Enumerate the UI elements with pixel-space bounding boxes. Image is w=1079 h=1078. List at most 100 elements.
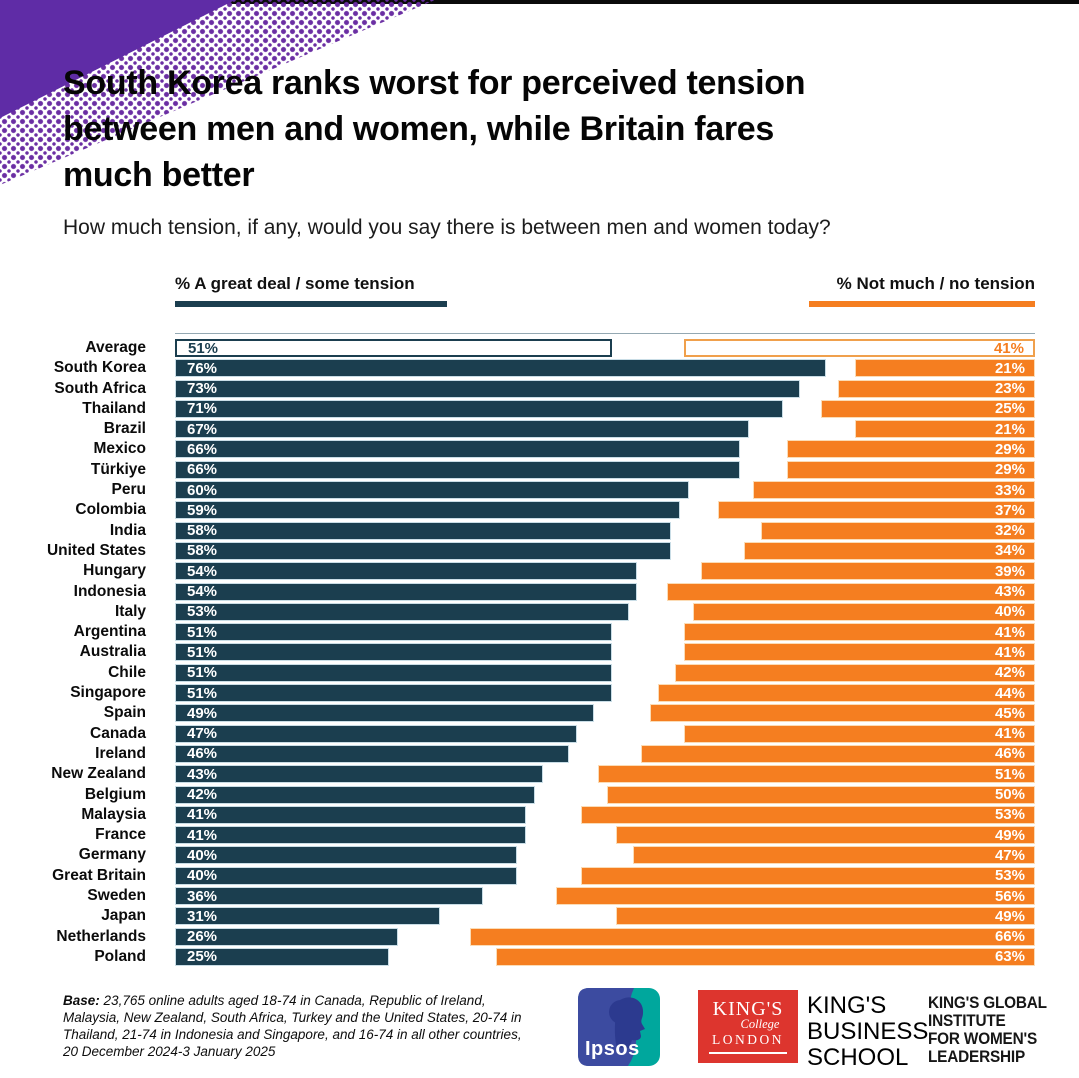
no-tension-bar: 49% xyxy=(615,907,1035,926)
chart-row: Belgium 42% 50% xyxy=(0,785,1079,804)
tension-bar: 51% xyxy=(175,643,612,662)
country-label: Argentina xyxy=(73,623,146,641)
country-label: Germany xyxy=(78,846,146,864)
no-tension-bar: 29% xyxy=(786,460,1035,479)
no-tension-bar: 29% xyxy=(786,440,1035,459)
country-label: India xyxy=(109,521,146,539)
country-label: Poland xyxy=(94,947,146,965)
chart-row: Sweden 36% 56% xyxy=(0,887,1079,906)
legend-no-tension-label: % Not much / no tension xyxy=(836,274,1035,293)
chart-row: South Africa 73% 23% xyxy=(0,379,1079,398)
kcl-college-text: College xyxy=(740,1017,780,1031)
chart-axis-line xyxy=(175,333,1035,334)
no-tension-bar: 66% xyxy=(470,927,1035,946)
chart-row: Netherlands 26% 66% xyxy=(0,927,1079,946)
no-tension-bar: 39% xyxy=(701,562,1035,581)
country-label: South Korea xyxy=(53,359,146,377)
page-title: South Korea ranks worst for perceived te… xyxy=(63,64,806,194)
tension-bar: 53% xyxy=(175,602,629,621)
no-tension-bar: 50% xyxy=(607,785,1035,804)
chart-row: Indonesia 54% 43% xyxy=(0,582,1079,601)
tension-bar: 49% xyxy=(175,704,595,723)
country-label: Singapore xyxy=(70,684,146,702)
kcl-london-text: LONDON xyxy=(712,1032,784,1047)
no-tension-bar: 53% xyxy=(581,866,1035,885)
country-label: Chile xyxy=(108,663,146,681)
country-label: Average xyxy=(85,339,146,356)
chart-row: Thailand 71% 25% xyxy=(0,399,1079,418)
tension-bar: 41% xyxy=(175,826,526,845)
country-label: Ireland xyxy=(95,744,146,762)
chart-row: Poland 25% 63% xyxy=(0,947,1079,966)
country-label: United States xyxy=(46,541,146,559)
country-label: Japan xyxy=(101,907,146,925)
chart-row: Great Britain 40% 53% xyxy=(0,866,1079,885)
chart-row: Japan 31% 49% xyxy=(0,907,1079,926)
country-label: Türkiye xyxy=(90,460,146,478)
tension-bar: 54% xyxy=(175,582,638,601)
tension-bar: 47% xyxy=(175,724,578,743)
no-tension-bar: 49% xyxy=(615,826,1035,845)
tension-bar: 73% xyxy=(175,379,800,398)
no-tension-bar: 40% xyxy=(692,602,1035,621)
country-label: Italy xyxy=(114,602,146,620)
no-tension-bar: 43% xyxy=(666,582,1035,601)
chart-row: Average 51% 41% xyxy=(0,339,1079,357)
no-tension-bar: 21% xyxy=(855,420,1035,439)
tension-bar: 41% xyxy=(175,805,526,824)
kings-college-london-logo: KING'S College LONDON xyxy=(698,990,798,1063)
chart-row: France 41% 49% xyxy=(0,826,1079,845)
chart-row: Argentina 51% 41% xyxy=(0,623,1079,642)
no-tension-bar: 41% xyxy=(684,623,1035,642)
no-tension-bar: 37% xyxy=(718,501,1035,520)
no-tension-bar: 51% xyxy=(598,765,1035,784)
no-tension-bar: 41% xyxy=(684,724,1035,743)
legend-tension: % A great deal / some tension xyxy=(175,274,447,307)
kcl-rule xyxy=(709,1052,787,1054)
kcl-kings-text: KING'S xyxy=(712,998,784,1020)
tension-bar: 51% xyxy=(175,663,612,682)
country-label: Peru xyxy=(111,481,146,499)
country-label: Belgium xyxy=(84,785,146,803)
chart-row: Australia 51% 41% xyxy=(0,643,1079,662)
no-tension-bar: 47% xyxy=(632,846,1035,865)
tension-bar: 66% xyxy=(175,440,740,459)
no-tension-bar: 56% xyxy=(555,887,1035,906)
country-label: Canada xyxy=(90,724,146,742)
chart-row: Canada 47% 41% xyxy=(0,724,1079,743)
country-label: Brazil xyxy=(103,420,146,438)
kings-business-school-logo: KING'S BUSINESS SCHOOL xyxy=(807,992,929,1071)
legend-tension-label: % A great deal / some tension xyxy=(175,274,415,293)
chart-row: Spain 49% 45% xyxy=(0,704,1079,723)
chart-row: Malaysia 41% 53% xyxy=(0,805,1079,824)
no-tension-bar: 53% xyxy=(581,805,1035,824)
chart-row: Singapore 51% 44% xyxy=(0,684,1079,703)
tension-bar: 58% xyxy=(175,521,672,540)
no-tension-bar: 42% xyxy=(675,663,1035,682)
no-tension-bar: 41% xyxy=(684,643,1035,662)
chart-row: Hungary 54% 39% xyxy=(0,562,1079,581)
country-label: Mexico xyxy=(93,440,146,458)
no-tension-bar: 21% xyxy=(855,359,1035,378)
no-tension-bar: 34% xyxy=(743,541,1035,560)
tension-bar: 59% xyxy=(175,501,681,520)
country-label: Colombia xyxy=(75,501,146,519)
chart-row: Italy 53% 40% xyxy=(0,602,1079,621)
no-tension-bar: 23% xyxy=(838,379,1035,398)
tension-bar: 51% xyxy=(175,623,612,642)
country-label: Australia xyxy=(79,643,146,661)
kings-global-institute-logo: KING'S GLOBAL INSTITUTE FOR WOMEN'S LEAD… xyxy=(928,994,1047,1066)
country-label: Thailand xyxy=(82,399,146,417)
tension-bar: 36% xyxy=(175,887,484,906)
country-label: France xyxy=(95,826,146,844)
survey-question: How much tension, if any, would you say … xyxy=(63,216,831,239)
chart-row: South Korea 76% 21% xyxy=(0,359,1079,378)
chart-row: Ireland 46% 46% xyxy=(0,744,1079,763)
tension-bar: 46% xyxy=(175,744,569,763)
legend-tension-rule xyxy=(175,301,447,307)
no-tension-bar: 44% xyxy=(658,684,1035,703)
base-label: Base: xyxy=(63,993,100,1008)
tension-diverging-bar-chart: Average 51% 41% South Korea 76% 21% South Afri… xyxy=(0,339,1079,968)
tension-bar: 31% xyxy=(175,907,441,926)
top-border-bar xyxy=(0,0,1079,4)
